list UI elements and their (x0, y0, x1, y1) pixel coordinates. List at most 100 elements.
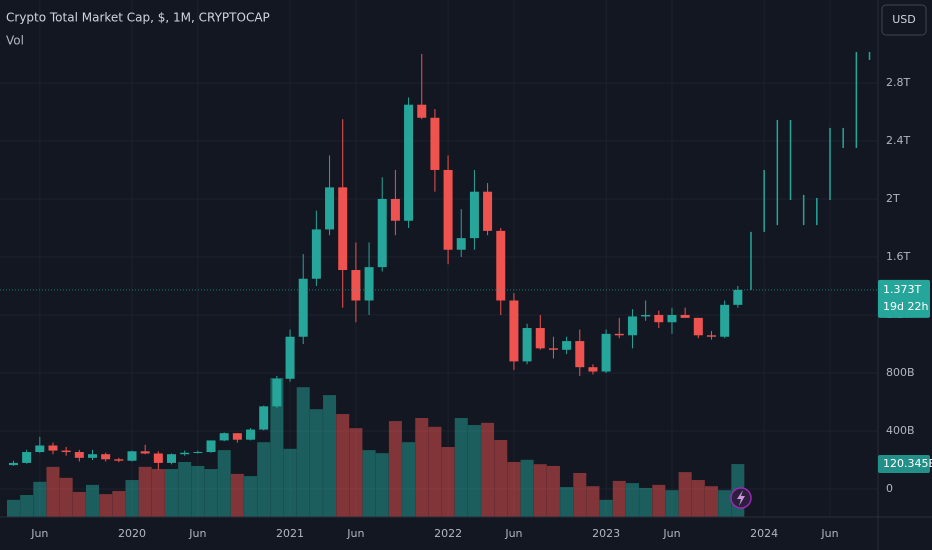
candle-body (325, 187, 335, 230)
x-tick-label: Jun (504, 527, 522, 540)
volume-bar (586, 486, 600, 517)
volume-bar (323, 395, 337, 517)
volume-bar (481, 422, 495, 517)
alert-bolt[interactable] (737, 490, 745, 506)
volume-bar (573, 473, 587, 517)
candle-body (351, 270, 361, 301)
y-tick-label: 2.8T (886, 76, 910, 89)
volume-bar (296, 387, 310, 517)
candle-body (180, 452, 190, 455)
volume-bar (257, 442, 271, 517)
volume-bar (520, 459, 534, 517)
candle-body (627, 316, 637, 336)
candle-body (272, 378, 282, 407)
candle-body (87, 454, 97, 458)
candle-body (153, 453, 163, 463)
volume-bar (20, 495, 34, 517)
y-tick-label: 400B (886, 424, 915, 437)
candle-body (8, 462, 18, 466)
x-tick-label: 2022 (434, 527, 462, 540)
volume-bar (428, 426, 442, 517)
volume-bar (217, 450, 231, 517)
candle-body (522, 328, 532, 362)
candle-body (114, 459, 124, 461)
candle-body (588, 367, 598, 372)
chart-title: Crypto Total Market Cap, $, 1M, CRYPTOCA… (6, 11, 270, 25)
candle-body (390, 198, 400, 221)
volume-bar (718, 490, 732, 517)
volume-bar (85, 484, 99, 517)
candle-body (140, 451, 150, 454)
volume-bar (441, 447, 455, 517)
volume-legend: Vol (6, 34, 24, 48)
candle-body (364, 267, 374, 301)
x-tick-label: Jun (820, 527, 838, 540)
volume-bar (494, 440, 508, 517)
candle-body (680, 314, 690, 318)
volume-bar (283, 448, 297, 517)
volume-bar (33, 481, 47, 517)
candle-body (61, 450, 71, 453)
candle-body (298, 278, 308, 337)
candle-body (693, 317, 703, 336)
volume-bar (691, 480, 705, 517)
candle-body (456, 238, 466, 250)
volume-bar (678, 472, 692, 517)
x-tick-label: Jun (30, 527, 48, 540)
x-tick-label: Jun (662, 527, 680, 540)
y-tick-label: 800B (886, 366, 915, 379)
volume-bar (230, 473, 244, 517)
candle-body (35, 445, 45, 453)
volume-bar (467, 425, 481, 517)
volume-bar (533, 464, 547, 517)
x-tick-label: 2023 (592, 527, 620, 540)
volume-bar (665, 490, 679, 517)
candle-body (193, 452, 203, 454)
candle-body (601, 333, 611, 372)
x-tick-label: 2021 (276, 527, 304, 540)
y-tick-label: 1.6T (886, 250, 910, 263)
candle-body (654, 314, 664, 323)
volume-bar (112, 491, 126, 517)
candle-body (469, 191, 479, 239)
candle-body (575, 341, 585, 368)
candle-body (48, 445, 58, 451)
volume-bar (402, 442, 416, 517)
candle-body (377, 198, 387, 268)
volume-bar (151, 469, 165, 517)
volume-bar (178, 462, 192, 517)
volume-bar (599, 499, 613, 517)
volume-bar (125, 480, 139, 517)
candle-body (548, 348, 558, 350)
candle-body (509, 300, 519, 362)
candle-body (733, 289, 743, 305)
currency-button[interactable] (881, 4, 927, 36)
x-tick-label: Jun (188, 527, 206, 540)
candle-body (167, 454, 177, 463)
candle-body (311, 229, 321, 279)
currency-label[interactable]: USD (892, 13, 916, 26)
volume-bar (46, 466, 60, 517)
alert-icon[interactable] (730, 487, 752, 509)
volume-bar (165, 469, 179, 517)
candle-body (74, 452, 84, 458)
candle-body (443, 169, 453, 250)
volume-bar (612, 480, 626, 517)
volume-bar (652, 484, 666, 517)
plot (0, 51, 878, 517)
volume-bar (375, 453, 389, 517)
candle-body (285, 336, 295, 379)
volume-bar (309, 409, 323, 517)
volume-bar (59, 477, 73, 517)
candle-body (641, 314, 651, 317)
volume-bar (625, 483, 639, 517)
volume-bar (244, 476, 258, 517)
candle-body (101, 454, 111, 460)
volume-bar (270, 377, 284, 517)
volume-bar (6, 499, 20, 517)
volume-label-box (878, 455, 930, 474)
candle-body (246, 429, 256, 440)
candle-body (430, 117, 440, 170)
volume-bar (560, 487, 574, 517)
